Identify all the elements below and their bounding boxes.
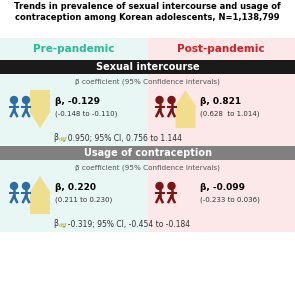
Circle shape (156, 97, 163, 104)
Text: (0.211 to 0.230): (0.211 to 0.230) (55, 197, 112, 203)
Text: Pre-pandemic: Pre-pandemic (33, 44, 114, 54)
Text: (-0.148 to -0.110): (-0.148 to -0.110) (55, 111, 117, 117)
Circle shape (168, 97, 175, 104)
Bar (0, 38, 148, 60)
Text: diff: diff (59, 137, 67, 142)
Circle shape (22, 97, 30, 104)
Text: β, 0.821: β, 0.821 (201, 97, 242, 106)
Text: Usage of contraception: Usage of contraception (83, 148, 212, 158)
Circle shape (22, 182, 30, 190)
Bar (0, 146, 148, 232)
Bar (0, 146, 295, 160)
Text: (-0.233 to 0.036): (-0.233 to 0.036) (201, 197, 260, 203)
Text: β, 0.220: β, 0.220 (55, 182, 96, 191)
Text: , -0.319; 95% CI, -0.454 to -0.184: , -0.319; 95% CI, -0.454 to -0.184 (63, 220, 190, 229)
Polygon shape (29, 90, 51, 128)
Text: , 0.950; 95% CI, 0.756 to 1.144: , 0.950; 95% CI, 0.756 to 1.144 (63, 134, 182, 142)
Text: contraception among Korean adolescents, N=1,138,799: contraception among Korean adolescents, … (15, 13, 280, 22)
Text: β coefficient (95% Confidence intervals): β coefficient (95% Confidence intervals) (75, 79, 220, 85)
Circle shape (168, 182, 175, 190)
Text: β: β (53, 220, 58, 229)
Text: β coefficient (95% Confidence intervals): β coefficient (95% Confidence intervals) (75, 165, 220, 171)
Circle shape (11, 97, 17, 104)
Text: β, -0.099: β, -0.099 (201, 182, 245, 191)
Bar (148, 60, 295, 146)
Text: β, -0.129: β, -0.129 (55, 97, 100, 106)
Text: diff: diff (59, 223, 67, 228)
Circle shape (11, 182, 17, 190)
Text: β: β (53, 134, 58, 142)
Text: Post-pandemic: Post-pandemic (177, 44, 265, 54)
Circle shape (156, 182, 163, 190)
Bar (148, 38, 295, 60)
Bar (0, 60, 148, 146)
Bar (148, 146, 295, 232)
Text: Sexual intercourse: Sexual intercourse (96, 62, 199, 72)
Polygon shape (29, 176, 51, 214)
Text: Trends in prevalence of sexual intercourse and usage of: Trends in prevalence of sexual intercour… (14, 2, 281, 11)
Polygon shape (175, 90, 196, 128)
Text: (0.628  to 1.014): (0.628 to 1.014) (201, 111, 260, 117)
Bar (0, 60, 295, 74)
